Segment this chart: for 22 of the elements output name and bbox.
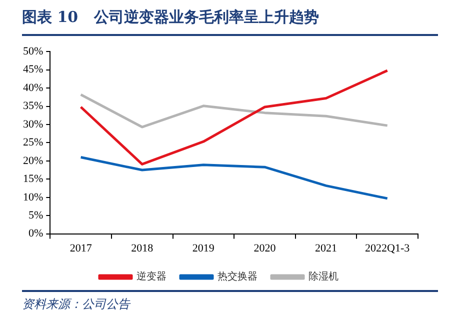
chart-title: 图表 10 公司逆变器业务毛利率呈上升趋势 bbox=[22, 8, 319, 27]
y-tick-label: 45% bbox=[22, 64, 44, 76]
y-tick-label: 50% bbox=[22, 45, 44, 58]
y-tick-label: 0% bbox=[28, 228, 44, 240]
x-tick-label: 2018 bbox=[131, 242, 154, 254]
y-tick-label: 40% bbox=[22, 82, 44, 94]
x-tick-label: 2017 bbox=[70, 242, 92, 254]
y-tick-label: 15% bbox=[22, 173, 44, 186]
legend-label: 逆变器 bbox=[136, 270, 166, 283]
legend-label: 除湿机 bbox=[308, 270, 338, 283]
legend-label: 热交换器 bbox=[218, 270, 258, 283]
y-tick-label: 10% bbox=[22, 191, 44, 204]
x-tick-label: 2019 bbox=[192, 242, 215, 254]
y-tick-label: 35% bbox=[22, 100, 44, 112]
y-tick-label: 30% bbox=[22, 118, 44, 130]
x-tick-label: 2022Q1-3 bbox=[365, 242, 410, 254]
y-tick-label: 5% bbox=[28, 209, 44, 222]
x-tick-label: 2020 bbox=[254, 242, 276, 254]
y-tick-label: 20% bbox=[22, 154, 44, 167]
x-tick-label: 2021 bbox=[315, 242, 338, 254]
y-tick-label: 25% bbox=[22, 136, 44, 149]
text: 资料来源：公司公告 bbox=[22, 296, 130, 313]
